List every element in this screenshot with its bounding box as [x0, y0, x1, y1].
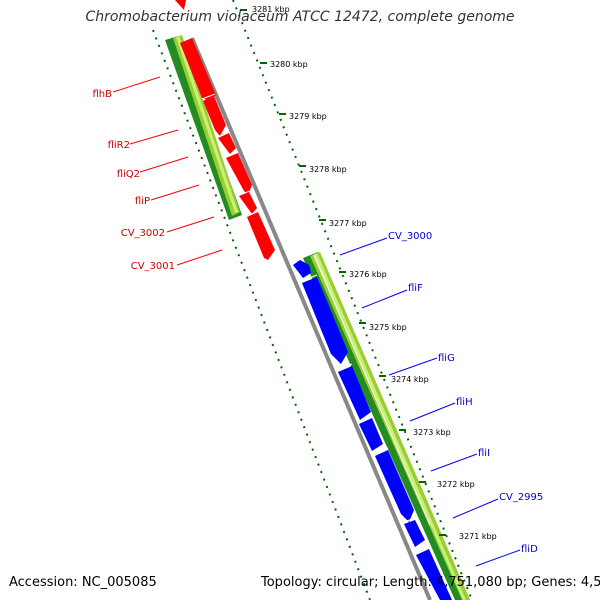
gene-arrow-fliF [302, 277, 348, 364]
scale-label: 3280 kbp [270, 60, 308, 69]
gene-label-fliH[interactable]: fliH [456, 397, 473, 408]
gene-arrow-fliQ2 [218, 133, 236, 154]
scale-label: 3281 kbp [252, 5, 290, 14]
reverse-strand-genes [293, 260, 452, 600]
scale-labels: 3281 kbp 3280 kbp 3279 kbp 3278 kbp 3277… [252, 5, 497, 541]
scale-label: 3279 kbp [289, 112, 327, 121]
gene-label-fliG[interactable]: fliG [438, 353, 455, 364]
gene-arrow-CV_3001 [247, 212, 275, 260]
scale-label: 3271 kbp [459, 532, 497, 541]
gene-label-fliF[interactable]: fliF [408, 283, 423, 294]
gene-arrow-flhB [180, 38, 216, 101]
gene-arrow-fliG [338, 366, 371, 420]
gene-label-fliD[interactable]: fliD [521, 544, 538, 555]
scale-tick-marks [240, 9, 446, 536]
gene-label-CV_2995[interactable]: CV_2995 [499, 492, 543, 503]
gene-label-fliR2[interactable]: fliR2 [108, 140, 130, 151]
genome-backbone [190, 37, 432, 600]
gene-arrow-fliD [416, 549, 452, 600]
gene-arrow-CV_3002 [239, 192, 257, 214]
gene-label-CV_3002[interactable]: CV_3002 [121, 228, 165, 239]
scale-label: 3277 kbp [329, 219, 367, 228]
scale-label: 3273 kbp [413, 428, 451, 437]
gene-label-flhB[interactable]: flhB [93, 89, 113, 100]
gene-label-CV_3001[interactable]: CV_3001 [131, 261, 175, 272]
reverse-gene-labels: CV_3000 fliF fliG fliH fliI CV_2995 fliD [339, 231, 543, 567]
accession-label: Accession: NC_005085 [9, 575, 157, 590]
gc-content-track-upper [165, 35, 242, 220]
gene-label-fliI[interactable]: fliI [478, 448, 490, 459]
gene-label-CV_3000[interactable]: CV_3000 [388, 231, 432, 242]
map-title: Chromobacterium violaceum ATCC 12472, co… [85, 9, 515, 25]
forward-gene-labels: flhB fliR2 fliQ2 fliP CV_3002 CV_3001 [93, 76, 223, 272]
scale-label: 3278 kbp [309, 165, 347, 174]
gene-label-fliP[interactable]: fliP [135, 196, 150, 207]
gene-arrow-fliR2 [203, 96, 226, 136]
genome-summary: Topology: circular; Length: 4,751,080 bp… [261, 575, 600, 590]
scale-label: 3274 kbp [391, 375, 429, 384]
gene-label-fliQ2[interactable]: fliQ2 [117, 169, 140, 180]
gene-arrow-fliI [375, 450, 414, 522]
forward-strand-genes [175, 0, 275, 260]
outer-dotted-ring [152, 0, 473, 600]
scale-label: 3276 kbp [349, 270, 387, 279]
gc-content-track-lower [303, 252, 470, 600]
gene-arrow-CV_3000 [293, 260, 311, 278]
gene-arrow-fliH [359, 418, 383, 451]
gene-arrow-CV_2995 [404, 520, 425, 547]
scale-label: 3275 kbp [369, 323, 407, 332]
gene-arrow-fliP [226, 153, 252, 195]
scale-label: 3272 kbp [437, 480, 475, 489]
